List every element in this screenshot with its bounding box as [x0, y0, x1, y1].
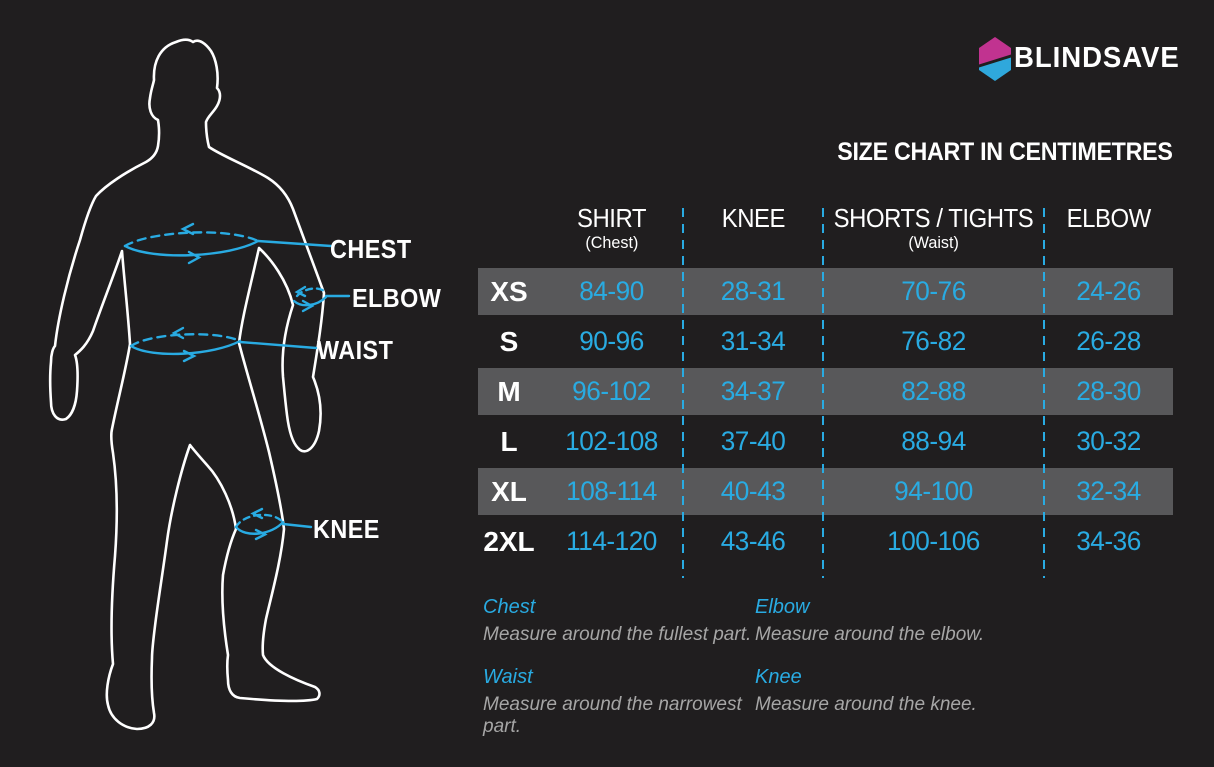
knee-value: 40-43 [720, 476, 786, 506]
waist-label: WAIST [317, 335, 394, 365]
note-description: Measure around the fullest part. [483, 624, 752, 645]
note-waist: Waist Measure around the narrowest part. [483, 666, 755, 738]
column-separator [682, 208, 684, 578]
size-label: L [500, 425, 518, 457]
brand-wordmark: BLINDSAVE [1014, 42, 1180, 74]
body-outline-figure [48, 38, 351, 731]
knee-value: 34-37 [720, 376, 786, 406]
note-description: Measure around the knee. [755, 694, 977, 715]
header-shirt-sub: (Chest) [585, 233, 638, 253]
table-row-l: L 102-108 37-40 88-94 30-32 [478, 418, 1173, 465]
elbow-value: 24-26 [1076, 276, 1141, 306]
shirt-value: 96-102 [572, 376, 651, 406]
knee-value: 43-46 [720, 526, 786, 556]
elbow-label: ELBOW [352, 283, 442, 313]
knee-value: 31-34 [720, 326, 786, 356]
header-shorts: SHORTS / TIGHTS (Waist) [823, 203, 1044, 253]
blindsave-logo-icon [979, 37, 1011, 81]
header-elbow-label: ELBOW [1066, 203, 1151, 233]
elbow-value: 32-34 [1076, 476, 1141, 506]
header-elbow: ELBOW [1044, 203, 1173, 233]
elbow-value: 30-32 [1076, 426, 1141, 456]
column-separator [822, 208, 824, 578]
note-chest: Chest Measure around the fullest part. [483, 596, 755, 646]
shirt-value: 84-90 [579, 276, 644, 306]
measurement-notes: Chest Measure around the fullest part. E… [483, 596, 1043, 738]
elbow-value: 34-36 [1076, 526, 1141, 556]
table-header-row: SHIRT (Chest) KNEE SHORTS / TIGHTS (Wais… [478, 203, 1173, 265]
size-label: XS [490, 275, 528, 307]
shirt-value: 114-120 [566, 526, 657, 556]
shorts-value: 100-106 [887, 526, 980, 556]
size-label: 2XL [483, 525, 535, 557]
note-term: Chest [483, 596, 536, 618]
elbow-value: 28-30 [1076, 376, 1141, 406]
size-label: S [499, 325, 519, 357]
table-row-2xl: 2XL 114-120 43-46 100-106 34-36 [478, 518, 1173, 565]
column-separator [1043, 208, 1045, 578]
size-label: M [497, 375, 521, 407]
shirt-value: 108-114 [566, 476, 657, 506]
shorts-value: 70-76 [901, 276, 966, 306]
elbow-value: 26-28 [1076, 326, 1141, 356]
header-shorts-label: SHORTS / TIGHTS [833, 203, 1034, 233]
table-row-m: M 96-102 34-37 82-88 28-30 [478, 368, 1173, 415]
note-knee: Knee Measure around the knee. [755, 666, 1043, 738]
header-shirt: SHIRT (Chest) [540, 203, 683, 253]
note-term: Knee [755, 666, 802, 688]
shirt-value: 102-108 [565, 426, 658, 456]
body-outline-path [48, 38, 326, 731]
chest-measure-line [123, 222, 333, 265]
knee-value: 28-31 [720, 276, 786, 306]
table-row-xl: XL 108-114 40-43 94-100 32-34 [478, 468, 1173, 515]
header-shorts-sub: (Waist) [908, 233, 959, 253]
shorts-value: 88-94 [901, 426, 966, 456]
note-term: Waist [483, 666, 533, 688]
knee-value: 37-40 [720, 426, 786, 456]
elbow-measure-line [292, 285, 351, 313]
knee-measure-line [234, 507, 313, 541]
shirt-value: 90-96 [579, 326, 644, 356]
waist-measure-line [129, 326, 318, 363]
size-table: SHIRT (Chest) KNEE SHORTS / TIGHTS (Wais… [478, 203, 1173, 578]
note-description: Measure around the narrowest part. [483, 694, 742, 737]
header-knee-label: KNEE [721, 203, 785, 233]
note-elbow: Elbow Measure around the elbow. [755, 596, 1043, 646]
note-term: Elbow [755, 596, 810, 618]
knee-label: KNEE [313, 514, 380, 544]
header-shirt-label: SHIRT [576, 203, 647, 233]
table-row-s: S 90-96 31-34 76-82 26-28 [478, 318, 1173, 365]
note-description: Measure around the elbow. [755, 624, 985, 645]
shorts-value: 94-100 [894, 476, 973, 506]
table-row-xs: XS 84-90 28-31 70-76 24-26 [478, 268, 1173, 315]
shorts-value: 82-88 [901, 376, 966, 406]
size-label: XL [491, 475, 527, 507]
chest-label: CHEST [330, 234, 412, 264]
page-title: SIZE CHART IN CENTIMETRES [837, 138, 1174, 166]
shorts-value: 76-82 [901, 326, 966, 356]
header-knee: KNEE [683, 203, 823, 233]
